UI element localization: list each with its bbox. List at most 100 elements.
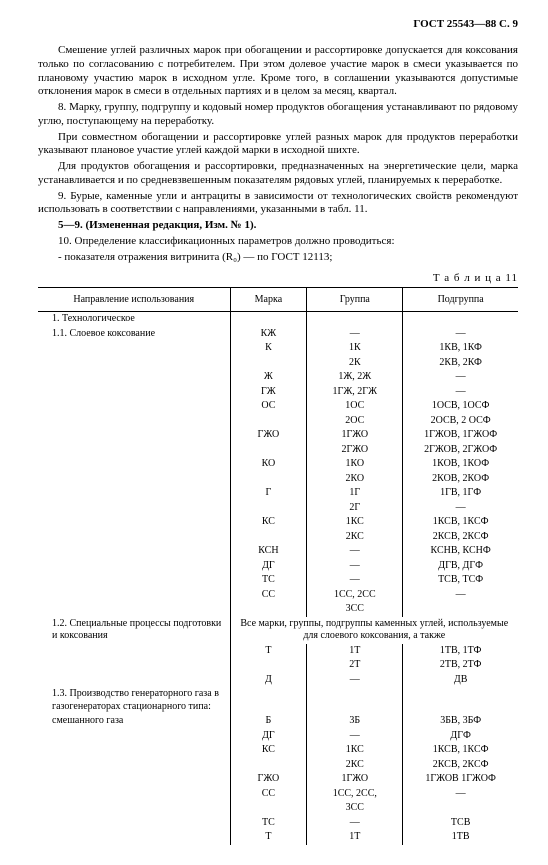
cell: КС bbox=[230, 743, 307, 758]
cell: 2ОСВ, 2 ОСФ bbox=[403, 414, 518, 429]
table-row: 2КО2КОВ, 2КОФ bbox=[38, 472, 518, 487]
cell: 3Б bbox=[307, 714, 403, 729]
cell bbox=[230, 443, 307, 458]
cell: СС bbox=[230, 588, 307, 603]
cell: 1ОСВ, 1ОСФ bbox=[403, 399, 518, 414]
table-row: 3СС bbox=[38, 602, 518, 617]
cell: К bbox=[230, 341, 307, 356]
cell-direction bbox=[38, 399, 230, 414]
page-header: ГОСТ 25543—88 С. 9 bbox=[38, 18, 518, 30]
cell: ДГ bbox=[230, 559, 307, 574]
table-row: 2ГЖО2ГЖОВ, 2ГЖОФ bbox=[38, 443, 518, 458]
table-row: ГЖО1ГЖО1ГЖОВ, 1ГЖОФ bbox=[38, 428, 518, 443]
cell: КСН bbox=[230, 544, 307, 559]
cell: 2КОВ, 2КОФ bbox=[403, 472, 518, 487]
cell: 1СС, 2СС bbox=[307, 588, 403, 603]
cell: 2ТВ, 2ТФ bbox=[403, 658, 518, 673]
cell: 2ГЖОВ, 2ГЖОФ bbox=[403, 443, 518, 458]
table-row: 1.3. Производство генераторного газа в г… bbox=[38, 687, 518, 714]
cell: 2Т bbox=[307, 658, 403, 673]
cell: 1ГЖОВ 1ГЖОФ bbox=[403, 772, 518, 787]
cell bbox=[230, 414, 307, 429]
cell-note: Все марки, группы, подгруппы каменных уг… bbox=[230, 617, 518, 644]
cell: КО bbox=[230, 457, 307, 472]
cell-direction bbox=[38, 515, 230, 530]
table-row: Ж1Ж, 2Ж— bbox=[38, 370, 518, 385]
cell: — bbox=[403, 370, 518, 385]
cell: ДГВ, ДГФ bbox=[403, 559, 518, 574]
cell-direction bbox=[38, 830, 230, 845]
table-row: Т1Т1ТВ bbox=[38, 830, 518, 845]
table-row: 3СС bbox=[38, 801, 518, 816]
cell-direction bbox=[38, 743, 230, 758]
cell: 1ГВ, 1ГФ bbox=[403, 486, 518, 501]
body-para: Для продуктов обогащения и рассортировки… bbox=[38, 160, 518, 188]
cell-direction bbox=[38, 414, 230, 429]
cell: 1КС bbox=[307, 515, 403, 530]
cell: 1К bbox=[307, 341, 403, 356]
cell bbox=[230, 472, 307, 487]
table-row: 2ОС2ОСВ, 2 ОСФ bbox=[38, 414, 518, 429]
cell: 1СС, 2СС, bbox=[307, 787, 403, 802]
cell-direction bbox=[38, 772, 230, 787]
table-row: КС1КС1КСВ, 1КСФ bbox=[38, 743, 518, 758]
cell: Т bbox=[230, 644, 307, 659]
cell: 1ОС bbox=[307, 399, 403, 414]
cell bbox=[230, 530, 307, 545]
cell-direction bbox=[38, 816, 230, 831]
cell: — bbox=[403, 787, 518, 802]
cell: 3БВ, 3БФ bbox=[403, 714, 518, 729]
cell-direction bbox=[38, 644, 230, 659]
cell: 1ТВ bbox=[403, 830, 518, 845]
table-row: СС1СС, 2СС,— bbox=[38, 787, 518, 802]
cell-direction bbox=[38, 501, 230, 516]
cell-direction bbox=[38, 602, 230, 617]
table-row: К1К1КВ, 1КФ bbox=[38, 341, 518, 356]
cell: ТСВ, ТСФ bbox=[403, 573, 518, 588]
body-para: При совместном обогащении и рассортировк… bbox=[38, 131, 518, 159]
cell-direction bbox=[38, 530, 230, 545]
cell: Д bbox=[230, 673, 307, 688]
cell: 2ГЖО bbox=[307, 443, 403, 458]
cell-direction bbox=[38, 486, 230, 501]
cell bbox=[403, 312, 518, 327]
cell-direction: 1.2. Специальные процессы подготовки и к… bbox=[38, 617, 230, 644]
cell: — bbox=[307, 573, 403, 588]
cell: ДГ bbox=[230, 729, 307, 744]
table-row: ГЖО1ГЖО1ГЖОВ 1ГЖОФ bbox=[38, 772, 518, 787]
table-row: ДГ—ДГВ, ДГФ bbox=[38, 559, 518, 574]
cell bbox=[403, 687, 518, 714]
cell-direction bbox=[38, 673, 230, 688]
cell bbox=[307, 312, 403, 327]
cell-direction bbox=[38, 356, 230, 371]
cell: 2ОС bbox=[307, 414, 403, 429]
cell-direction bbox=[38, 443, 230, 458]
cell: — bbox=[307, 559, 403, 574]
cell: 2Г bbox=[307, 501, 403, 516]
table-row: 2К2КВ, 2КФ bbox=[38, 356, 518, 371]
cell bbox=[403, 602, 518, 617]
cell bbox=[230, 312, 307, 327]
table-row: Г1Г1ГВ, 1ГФ bbox=[38, 486, 518, 501]
cell: Ж bbox=[230, 370, 307, 385]
cell: 2КО bbox=[307, 472, 403, 487]
cell: 1Г bbox=[307, 486, 403, 501]
cell-direction bbox=[38, 472, 230, 487]
table-row: 2КС2КСВ, 2КСФ bbox=[38, 758, 518, 773]
table-row: КО1КО1КОВ, 1КОФ bbox=[38, 457, 518, 472]
table-row: 2Г— bbox=[38, 501, 518, 516]
cell: ГЖ bbox=[230, 385, 307, 400]
col-header: Марка bbox=[230, 288, 307, 312]
cell-direction bbox=[38, 370, 230, 385]
cell: 1ТВ, 1ТФ bbox=[403, 644, 518, 659]
cell: 1ГЖО bbox=[307, 428, 403, 443]
cell: — bbox=[403, 501, 518, 516]
table-caption: Т а б л и ц а 11 bbox=[38, 272, 518, 284]
cell: 2КС bbox=[307, 530, 403, 545]
table-row: КСН—КСНВ, КСНФ bbox=[38, 544, 518, 559]
cell: СС bbox=[230, 787, 307, 802]
cell: — bbox=[307, 816, 403, 831]
table-row: 2Т2ТВ, 2ТФ bbox=[38, 658, 518, 673]
cell: ГЖО bbox=[230, 772, 307, 787]
cell: — bbox=[307, 729, 403, 744]
